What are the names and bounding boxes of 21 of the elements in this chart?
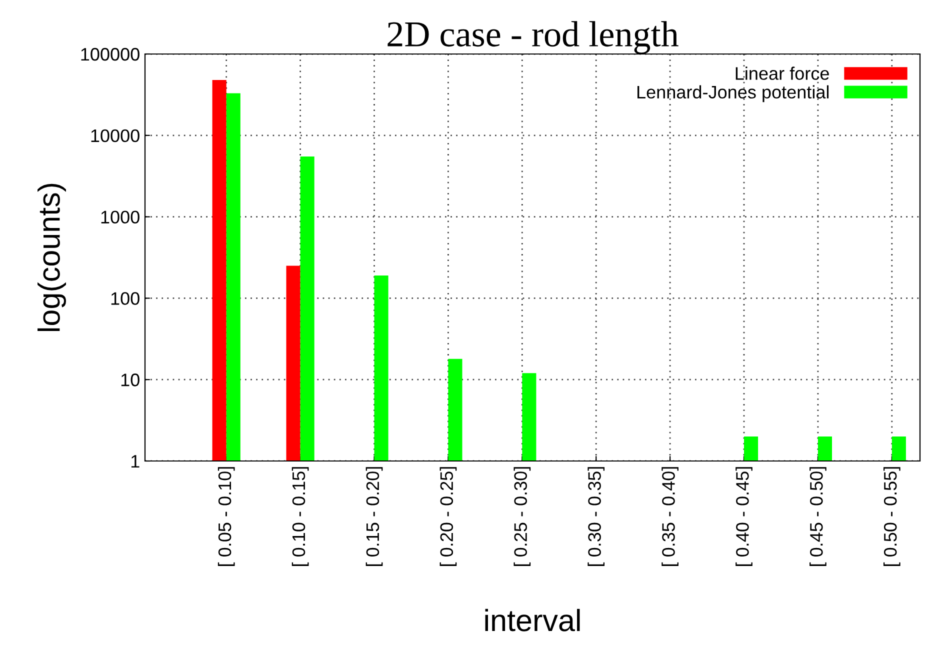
chart-title: 2D case - rod length: [388, 21, 678, 54]
x-tick-label: [ 0.40 - 0.45]: [736, 467, 752, 566]
x-tick-label: [ 0.50 - 0.55]: [883, 467, 900, 566]
legend-label: Linear force: [736, 66, 829, 80]
x-tick-label: [ 0.25 - 0.30]: [514, 467, 531, 566]
x-tick-label: [ 0.30 - 0.35]: [588, 467, 605, 566]
x-axis-title: interval: [485, 608, 580, 632]
y-tick-label: 100: [111, 292, 140, 305]
y-tick-label: 1000: [101, 210, 140, 224]
x-tick-label: [ 0.05 - 0.10]: [218, 467, 235, 566]
x-tick-label: [ 0.20 - 0.25]: [440, 467, 457, 566]
y-tick-label: 10000: [91, 129, 140, 142]
x-tick-label: [ 0.10 - 0.15]: [292, 467, 309, 566]
y-axis-title: log(counts): [38, 184, 66, 332]
y-tick-label: 1: [131, 455, 140, 468]
x-tick-label: [ 0.15 - 0.20]: [366, 467, 383, 566]
x-tick-label: [ 0.35 - 0.40]: [662, 467, 678, 566]
y-tick-label: 10: [121, 374, 140, 386]
x-tick-label: [ 0.45 - 0.50]: [810, 467, 826, 566]
y-tick-label: 100000: [81, 48, 140, 61]
legend-label: Lennard-Jones potential: [637, 85, 829, 102]
